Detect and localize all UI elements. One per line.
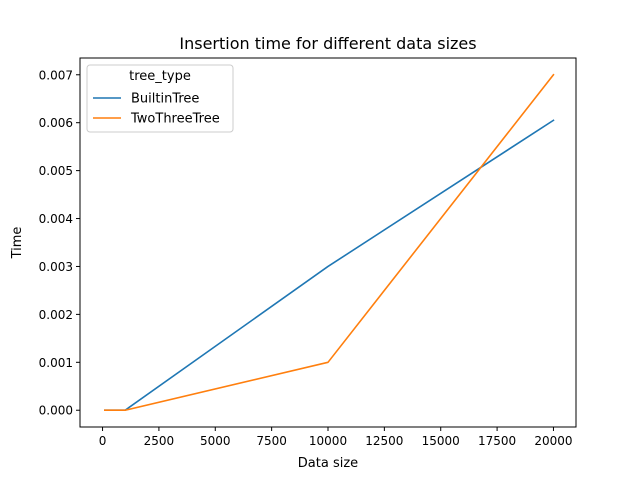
x-axis: 0 2500 5000 7500 10000 12500 15000 17500 20000 <box>99 427 573 448</box>
x-tick-label: 10000 <box>309 434 347 448</box>
y-tick-label: 0.003 <box>39 260 73 274</box>
x-tick-label: 2500 <box>144 434 175 448</box>
legend-box <box>86 64 234 133</box>
series-line-builtintree <box>104 119 555 412</box>
y-tick-label: 0.002 <box>39 308 73 322</box>
y-tick-label: 0.005 <box>39 164 73 178</box>
y-axis: 0.000 0.001 0.002 0.003 0.004 0.005 0.006 0.007 <box>39 68 80 418</box>
x-tick-label: 7500 <box>256 434 287 448</box>
legend-label: TwoThreeTree <box>130 112 220 127</box>
y-tick-label: 0.007 <box>39 68 73 82</box>
x-tick-label: 0 <box>99 434 107 448</box>
series-layer <box>104 73 555 412</box>
x-tick-label: 20000 <box>534 434 572 448</box>
y-tick-label: 0.006 <box>39 116 73 130</box>
y-axis-label: Time <box>10 227 25 260</box>
x-tick-label: 17500 <box>478 434 516 448</box>
x-tick-label: 12500 <box>365 434 403 448</box>
y-tick-label: 0.000 <box>39 404 73 418</box>
y-tick-label: 0.004 <box>39 212 73 226</box>
x-tick-label: 5000 <box>200 434 231 448</box>
legend: tree_type BuiltinTree TwoThreeTree <box>86 64 234 133</box>
legend-label: BuiltinTree <box>131 92 199 107</box>
x-tick-label: 15000 <box>422 434 460 448</box>
y-tick-label: 0.001 <box>39 356 73 370</box>
series-line-twothreetree <box>104 73 555 412</box>
legend-entries: BuiltinTree TwoThreeTree <box>93 92 220 127</box>
chart-title: Insertion time for different data sizes <box>179 34 476 53</box>
legend-title: tree_type <box>129 69 191 84</box>
x-axis-label: Data size <box>298 456 358 471</box>
